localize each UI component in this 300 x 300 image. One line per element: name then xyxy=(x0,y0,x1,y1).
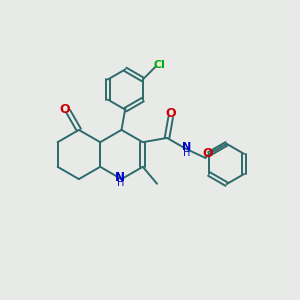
Text: O: O xyxy=(59,103,70,116)
Text: Cl: Cl xyxy=(154,60,165,70)
Text: O: O xyxy=(202,146,213,160)
Text: O: O xyxy=(165,107,176,120)
Text: N: N xyxy=(182,142,192,152)
Text: H: H xyxy=(183,148,191,158)
Text: H: H xyxy=(117,178,124,188)
Text: N: N xyxy=(115,171,125,184)
